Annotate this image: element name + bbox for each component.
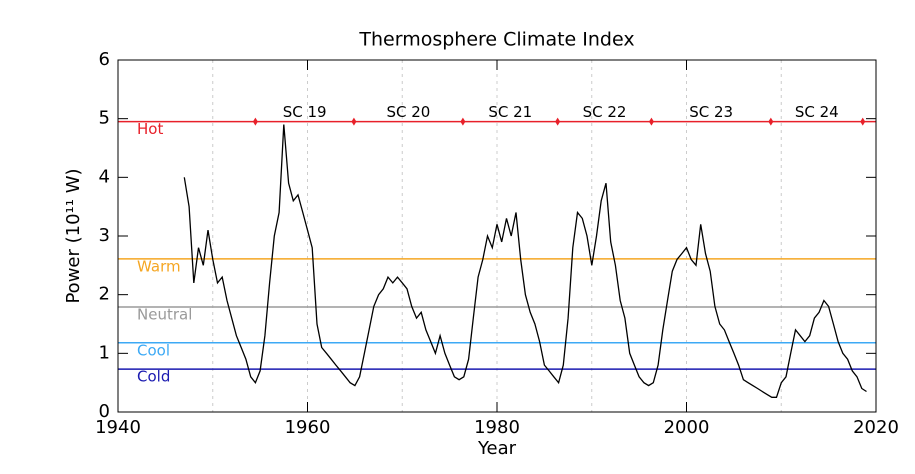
y-tick-label: 1 xyxy=(99,342,110,363)
cycle-label: SC 21 xyxy=(488,103,532,121)
cycle-marker xyxy=(555,117,561,126)
chart-title: Thermosphere Climate Index xyxy=(358,29,634,51)
x-tick-label: 2020 xyxy=(853,417,899,438)
cycle-label: SC 19 xyxy=(283,103,327,121)
threshold-label: Hot xyxy=(137,120,163,138)
y-tick-label: 3 xyxy=(99,225,110,246)
cycle-label: SC 23 xyxy=(689,103,733,121)
y-tick-label: 6 xyxy=(99,49,110,70)
cycle-marker xyxy=(860,117,866,126)
cycle-marker xyxy=(460,117,466,126)
x-tick-label: 1980 xyxy=(474,417,520,438)
y-tick-label: 0 xyxy=(99,401,110,422)
y-tick-label: 5 xyxy=(99,108,110,129)
x-tick-label: 2000 xyxy=(664,417,710,438)
y-axis-label: Power (10¹¹ W) xyxy=(63,168,84,303)
data-line xyxy=(183,124,867,398)
cycle-marker xyxy=(351,117,357,126)
x-tick-label: 1960 xyxy=(285,417,331,438)
threshold-label: Cool xyxy=(137,341,170,359)
cycle-label: SC 20 xyxy=(386,103,430,121)
y-tick-label: 4 xyxy=(99,166,110,187)
cycle-marker xyxy=(648,117,654,126)
threshold-label: Warm xyxy=(137,257,181,275)
threshold-label: Neutral xyxy=(137,305,192,323)
x-tick-label: 1940 xyxy=(95,417,141,438)
y-tick-label: 2 xyxy=(99,284,110,305)
x-axis-label: Year xyxy=(477,438,517,459)
threshold-label: Cold xyxy=(137,368,170,386)
cycle-label: SC 24 xyxy=(795,103,839,121)
cycle-marker xyxy=(768,117,774,126)
cycle-marker xyxy=(252,117,258,126)
cycle-label: SC 22 xyxy=(583,103,627,121)
